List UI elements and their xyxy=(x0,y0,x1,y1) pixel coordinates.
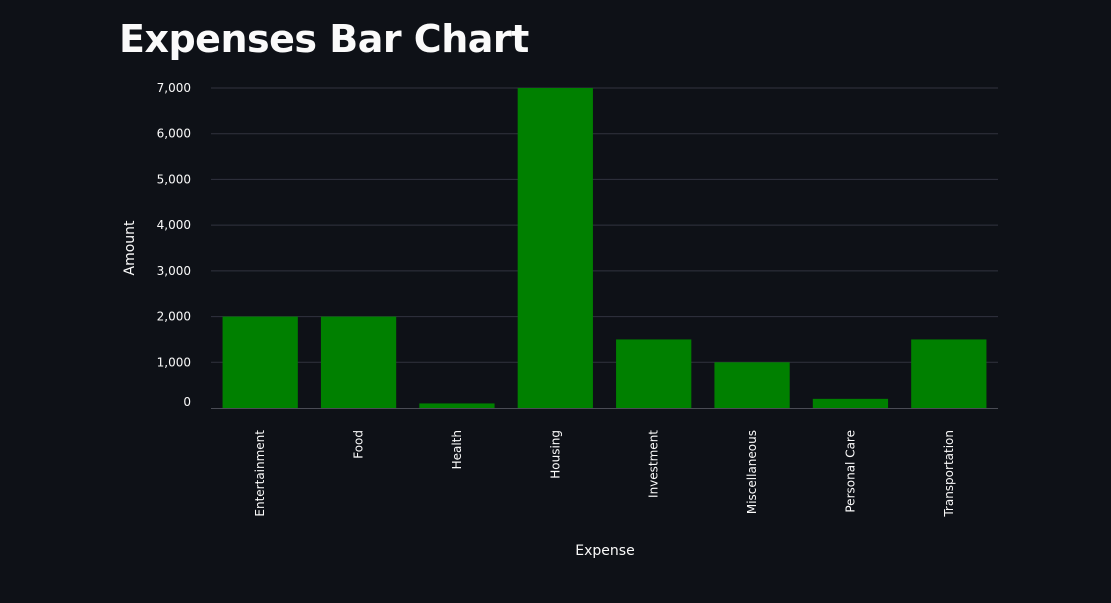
y-tick-label: 1,000 xyxy=(157,355,191,369)
bar-housing[interactable] xyxy=(517,88,593,408)
bars xyxy=(222,88,987,408)
y-tick-label: 6,000 xyxy=(157,127,191,141)
y-tick-label: 2,000 xyxy=(157,310,191,324)
x-tick-label: Transportation xyxy=(942,430,956,518)
y-tick-label: 3,000 xyxy=(157,264,191,278)
bar-investment[interactable] xyxy=(616,339,692,408)
y-axis-title: Amount xyxy=(122,220,138,276)
y-tick-label: 4,000 xyxy=(157,218,191,232)
x-tick-label: Health xyxy=(450,430,464,469)
x-tick-label: Entertainment xyxy=(253,430,267,517)
bar-health[interactable] xyxy=(419,403,495,408)
x-tick-label: Investment xyxy=(647,430,661,498)
bar-transportation[interactable] xyxy=(911,339,987,408)
x-tick-label: Food xyxy=(352,430,366,459)
bar-entertainment[interactable] xyxy=(222,316,298,408)
x-tick-label: Personal Care xyxy=(843,430,857,513)
x-axis-title: Expense xyxy=(575,543,634,559)
y-tick-label: 7,000 xyxy=(157,81,191,95)
page-title: Expenses Bar Chart xyxy=(119,17,529,61)
y-tick-label: 0 xyxy=(183,395,191,409)
y-tick-label: 5,000 xyxy=(157,172,191,186)
x-tick-label: Miscellaneous xyxy=(745,430,759,514)
axes: 0 1,000 2,000 3,000 4,000 5,000 6,000 7,000 Ente… xyxy=(157,81,998,518)
bar-miscellaneous[interactable] xyxy=(714,362,790,408)
bar-food[interactable] xyxy=(320,316,397,408)
bar-personal-care[interactable] xyxy=(812,398,889,408)
x-tick-label: Housing xyxy=(548,430,562,479)
